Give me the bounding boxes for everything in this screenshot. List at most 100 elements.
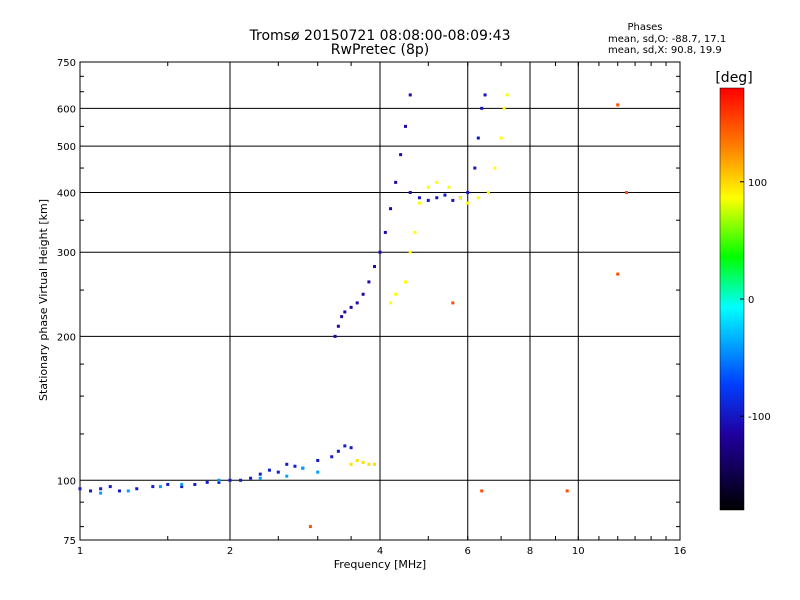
chart-title: Tromsø 20150721 08:08:00-08:09:43 — [249, 28, 511, 44]
data-point — [483, 93, 487, 97]
x-tick-label: 6 — [465, 546, 471, 557]
data-point — [565, 489, 569, 493]
data-point — [349, 446, 353, 450]
data-point — [217, 480, 221, 484]
data-point — [166, 482, 170, 486]
data-point — [378, 250, 382, 254]
data-point — [435, 196, 439, 200]
series-points — [333, 93, 412, 338]
data-point — [389, 301, 393, 305]
data-point — [408, 250, 412, 254]
data-point — [99, 487, 103, 491]
data-point — [417, 201, 421, 205]
series-points — [349, 458, 377, 466]
data-point — [158, 485, 162, 489]
data-point — [333, 334, 337, 338]
data-point — [355, 458, 359, 462]
data-point — [343, 310, 347, 314]
series-points — [389, 93, 509, 305]
x-axis: 1 2 4 6 8 10 16 — [77, 62, 687, 557]
data-point — [403, 124, 407, 128]
data-point — [403, 280, 407, 284]
data-point — [355, 301, 359, 305]
data-point — [78, 487, 82, 491]
data-point — [108, 485, 112, 489]
data-point — [205, 480, 209, 484]
chart-subtitle: RwPretec (8p) — [331, 42, 429, 58]
data-point — [426, 198, 430, 202]
data-point — [336, 449, 340, 453]
data-point — [389, 207, 393, 211]
data-point — [451, 301, 455, 305]
data-point — [180, 485, 184, 489]
data-point — [480, 489, 484, 493]
colorbar-tick-label: 100 — [748, 178, 767, 189]
y-tick-label: 75 — [63, 536, 76, 547]
series-points — [99, 466, 320, 495]
data-point — [476, 196, 480, 200]
phase-stats-title: Phases — [627, 22, 662, 33]
x-tick-label: 8 — [527, 546, 533, 557]
colorbar-tick-label: -100 — [748, 412, 771, 423]
data-point — [89, 489, 93, 493]
data-point — [117, 489, 121, 493]
colorbar-label: [deg] — [715, 70, 752, 86]
data-point — [349, 462, 353, 466]
data-point — [316, 458, 320, 462]
data-point — [135, 487, 139, 491]
data-point — [413, 230, 417, 234]
data-points — [78, 93, 629, 529]
data-point — [394, 292, 398, 296]
data-point — [466, 190, 470, 194]
data-point — [316, 470, 320, 474]
phase-stats-o: mean, sd,O: -88.7, 17.1 — [608, 34, 726, 45]
data-point — [293, 464, 297, 468]
data-point — [373, 265, 377, 269]
data-point — [486, 190, 490, 194]
data-point — [276, 470, 280, 474]
data-point — [228, 478, 232, 482]
data-point — [383, 230, 387, 234]
colorbar-ticks: 100 0 -100 — [740, 178, 771, 423]
data-point — [361, 460, 365, 464]
data-point — [258, 476, 262, 480]
x-tick-label: 4 — [377, 546, 383, 557]
data-point — [308, 525, 312, 529]
data-point — [447, 185, 451, 189]
data-point — [616, 272, 620, 276]
data-point — [476, 136, 480, 140]
data-point — [343, 444, 347, 448]
data-point — [151, 485, 155, 489]
data-point — [340, 315, 344, 319]
data-point — [480, 106, 484, 110]
data-point — [505, 93, 509, 97]
series-points — [78, 444, 353, 493]
y-axis: 75 100 200 300 400 500 600 750 — [57, 58, 680, 547]
data-point — [361, 292, 365, 296]
data-point — [443, 193, 447, 197]
data-point — [249, 476, 253, 480]
data-point — [267, 468, 271, 472]
x-tick-label: 16 — [674, 546, 687, 557]
data-point — [493, 166, 497, 170]
colorbar-tick-label: 0 — [748, 295, 754, 306]
data-point — [193, 482, 197, 486]
data-point — [502, 106, 506, 110]
y-tick-label: 500 — [57, 142, 76, 153]
y-tick-label: 750 — [57, 58, 76, 69]
y-tick-label: 600 — [57, 104, 76, 115]
x-tick-label: 2 — [227, 546, 233, 557]
data-point — [373, 462, 377, 466]
data-point — [426, 185, 430, 189]
data-point — [258, 472, 262, 476]
data-point — [99, 491, 103, 495]
data-point — [285, 474, 289, 478]
data-point — [301, 466, 305, 470]
data-point — [625, 190, 629, 194]
data-point — [217, 478, 221, 482]
data-point — [394, 180, 398, 184]
data-point — [239, 478, 243, 482]
data-point — [126, 489, 130, 493]
data-point — [499, 136, 503, 140]
